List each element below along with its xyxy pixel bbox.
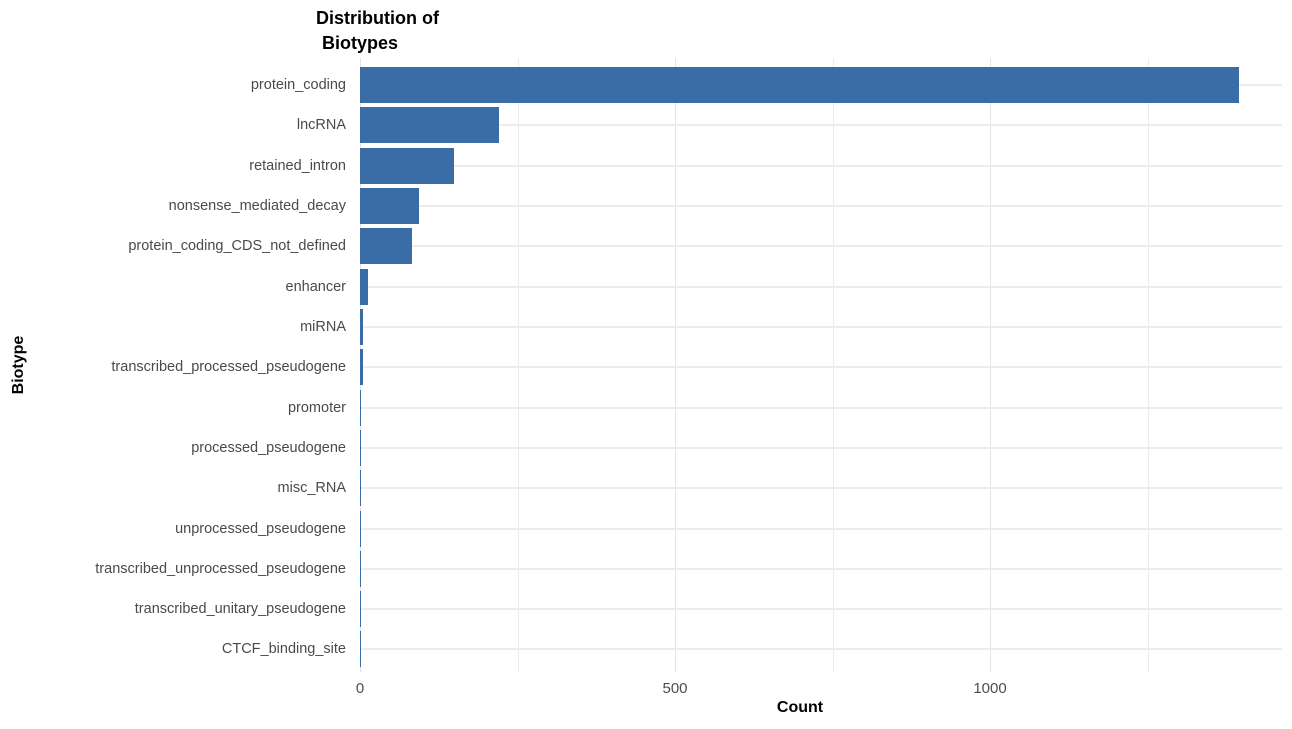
bar-protein_coding_CDS_not_defined <box>360 228 412 264</box>
gridline-major-x-1000 <box>990 58 991 672</box>
bar-misc_RNA <box>360 470 361 506</box>
bar-transcribed_processed_pseudogene <box>360 349 363 385</box>
gridline-y-nonsense_mediated_decay <box>360 205 1282 207</box>
category-label-retained_intron: retained_intron <box>249 158 346 174</box>
bar-transcribed_unprocessed_pseudogene <box>360 551 361 587</box>
category-label-protein_coding_CDS_not_defined: protein_coding_CDS_not_defined <box>128 238 346 254</box>
gridline-y-CTCF_binding_site <box>360 648 1282 650</box>
chart-title: Distribution of Biotypes <box>316 6 439 56</box>
category-label-enhancer: enhancer <box>285 279 346 295</box>
gridline-minor-x-750 <box>833 58 834 672</box>
bar-transcribed_unitary_pseudogene <box>360 591 361 627</box>
bar-unprocessed_pseudogene <box>360 511 361 547</box>
x-tick-label-0: 0 <box>355 680 365 697</box>
category-label-misc_RNA: misc_RNA <box>277 480 346 496</box>
category-label-CTCF_binding_site: CTCF_binding_site <box>221 641 346 657</box>
x-tick-label-500: 500 <box>662 680 688 697</box>
gridline-y-retained_intron <box>360 165 1282 167</box>
chart-title-line-2: Biotypes <box>322 33 399 53</box>
gridline-y-promoter <box>360 407 1282 409</box>
gridline-y-protein_coding_CDS_not_defined <box>360 245 1282 247</box>
category-label-promoter: promoter <box>287 400 346 416</box>
gridline-major-x-500 <box>675 58 676 672</box>
bar-protein_coding <box>360 67 1239 103</box>
gridline-y-misc_RNA <box>360 487 1282 489</box>
category-label-lncRNA: lncRNA <box>296 117 346 133</box>
gridline-y-unprocessed_pseudogene <box>360 528 1282 530</box>
category-label-processed_pseudogene: processed_pseudogene <box>191 440 346 456</box>
gridline-y-transcribed_processed_pseudogene <box>360 366 1282 368</box>
bar-lncRNA <box>360 107 499 143</box>
category-label-miRNA: miRNA <box>300 319 346 335</box>
gridline-y-lncRNA <box>360 124 1282 126</box>
gridline-y-processed_pseudogene <box>360 447 1282 449</box>
bar-processed_pseudogene <box>360 430 361 466</box>
x-axis-title: Count <box>776 699 824 716</box>
bar-nonsense_mediated_decay <box>360 188 419 224</box>
bar-CTCF_binding_site <box>360 631 361 667</box>
gridline-minor-x-250 <box>518 58 519 672</box>
gridline-y-transcribed_unitary_pseudogene <box>360 608 1282 610</box>
category-label-unprocessed_pseudogene: unprocessed_pseudogene <box>175 521 346 537</box>
gridline-y-miRNA <box>360 326 1282 328</box>
category-label-transcribed_processed_pseudogene: transcribed_processed_pseudogene <box>111 359 346 375</box>
bar-miRNA <box>360 309 363 345</box>
gridline-minor-x-1250 <box>1148 58 1149 672</box>
chart-title-line-1: Distribution of <box>316 8 439 28</box>
bar-enhancer <box>360 269 368 305</box>
gridline-y-enhancer <box>360 286 1282 288</box>
category-label-transcribed_unitary_pseudogene: transcribed_unitary_pseudogene <box>134 601 346 617</box>
category-label-nonsense_mediated_decay: nonsense_mediated_decay <box>168 198 346 214</box>
gridline-y-transcribed_unprocessed_pseudogene <box>360 568 1282 570</box>
category-label-protein_coding: protein_coding <box>250 77 346 93</box>
bar-promoter <box>360 390 361 426</box>
x-tick-label-1000: 1000 <box>973 680 1007 697</box>
bar-retained_intron <box>360 148 454 184</box>
category-label-transcribed_unprocessed_pseudogene: transcribed_unprocessed_pseudogene <box>95 561 346 577</box>
plot-panel <box>360 58 1282 672</box>
